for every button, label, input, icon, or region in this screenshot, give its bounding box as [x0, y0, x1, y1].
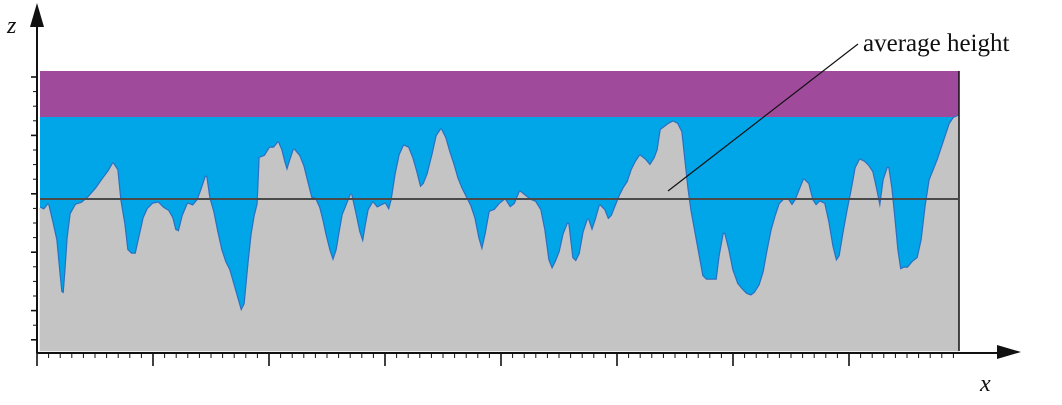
z-axis-ticks	[31, 76, 37, 341]
arrow-up-icon	[30, 3, 44, 27]
surface-profile	[39, 115, 960, 352]
x-axis-label: x	[979, 371, 991, 397]
top-band	[40, 71, 959, 117]
average-height-label: average height	[863, 30, 1010, 57]
annotation-leader-line	[667, 43, 859, 192]
z-axis-label: z	[6, 13, 17, 39]
arrow-right-icon	[997, 345, 1021, 359]
x-axis-ticks	[36, 353, 954, 366]
